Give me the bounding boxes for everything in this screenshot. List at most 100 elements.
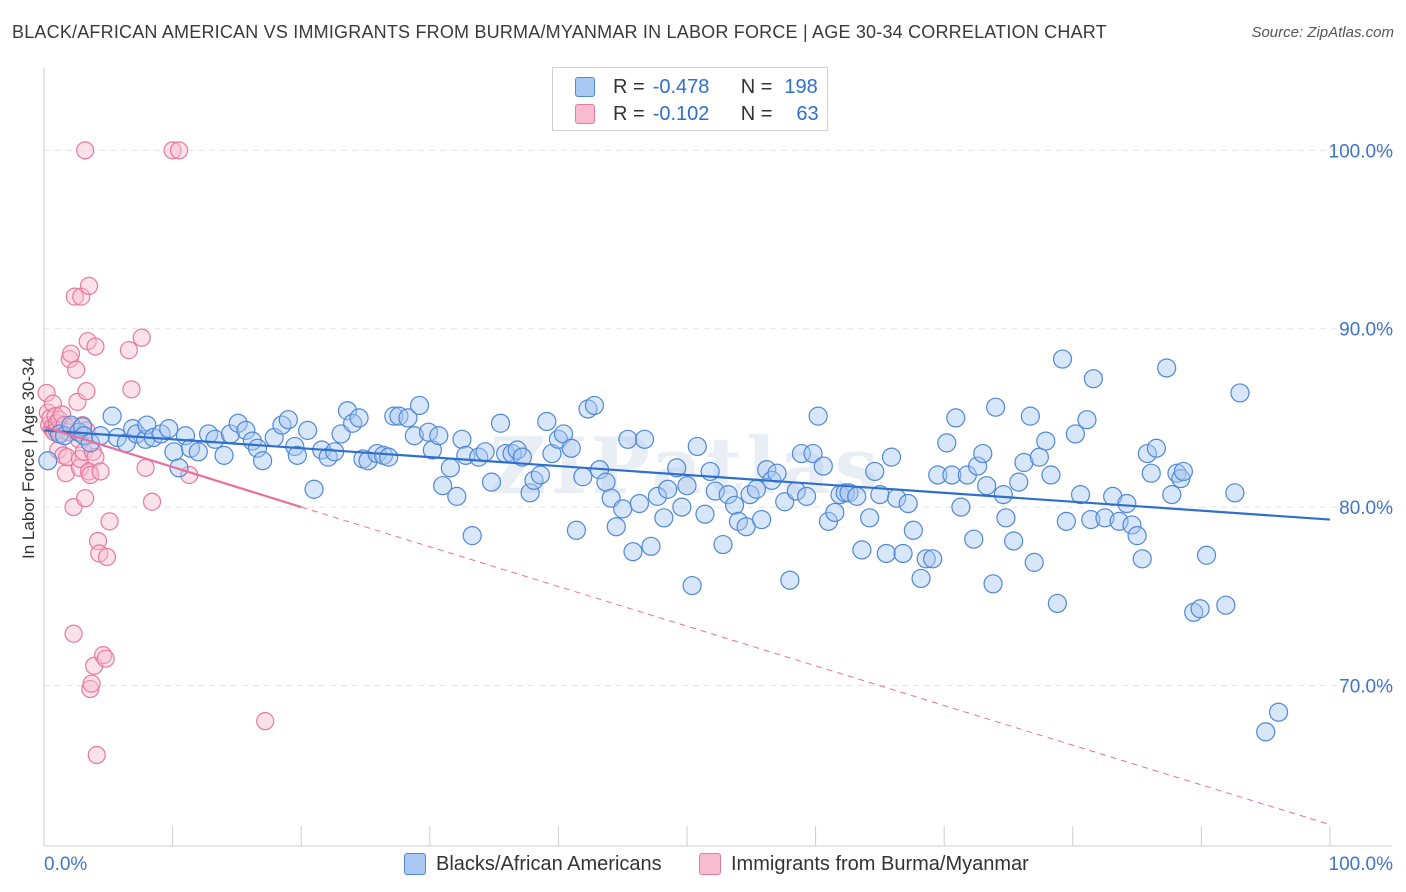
black-african-american-point xyxy=(803,443,823,464)
legend-r-label: R = xyxy=(613,102,645,125)
black-african-american-point xyxy=(613,499,633,519)
y-tick-label: 90.0% xyxy=(1339,320,1393,341)
black-african-american-point xyxy=(903,520,923,540)
black-african-american-point xyxy=(641,536,661,556)
black-african-american-point xyxy=(205,429,225,449)
black-african-american-point xyxy=(860,508,880,528)
black-african-american-point xyxy=(808,406,828,426)
black-african-american-point xyxy=(1196,545,1217,565)
tick-labels: 70.0% 80.0% 90.0% 100.0% 0.0% 100.0% xyxy=(44,141,1393,875)
black-african-american-point xyxy=(1146,438,1166,458)
black-african-american-point xyxy=(1132,549,1152,569)
black-african-american-point xyxy=(736,517,756,537)
black-african-american-point xyxy=(724,495,745,515)
black-african-american-point xyxy=(1225,483,1245,503)
burma-myanmar-point xyxy=(76,141,95,160)
series-legend-blacks: Blacks/African Americans xyxy=(404,851,662,877)
series-legend-label: Immigrants from Burma/Myanmar xyxy=(731,852,1029,875)
burma-myanmar-point xyxy=(87,745,106,765)
black-african-american-point xyxy=(993,485,1013,505)
black-african-american-point xyxy=(1137,443,1157,464)
legend-row-burma: R = -0.102 N = 63 xyxy=(575,101,819,127)
black-african-american-point xyxy=(658,479,678,499)
burma-trend-extension xyxy=(301,506,1331,826)
legend-r-value: -0.102 xyxy=(652,102,710,125)
black-african-american-point xyxy=(304,479,324,499)
burma-myanmar-point xyxy=(163,141,182,160)
burma-myanmar-point xyxy=(119,341,138,360)
black-african-american-point xyxy=(1065,424,1085,444)
black-african-american-point xyxy=(1041,465,1061,485)
black-african-american-points xyxy=(38,349,1289,742)
black-african-american-point xyxy=(475,442,495,462)
black-african-american-point xyxy=(964,529,984,549)
legend-r-label: R = xyxy=(613,75,645,98)
black-african-american-point xyxy=(813,456,833,476)
black-african-american-point xyxy=(647,486,668,506)
burma-myanmar-point xyxy=(65,287,84,306)
black-african-american-point xyxy=(942,465,962,485)
legend-n-label: N = xyxy=(740,75,773,98)
black-african-american-point xyxy=(107,427,127,448)
black-african-american-point xyxy=(236,420,256,440)
black-african-american-point xyxy=(490,413,511,433)
burma-myanmar-point xyxy=(37,383,56,403)
black-african-american-point xyxy=(677,476,697,496)
burma-myanmar-point xyxy=(56,464,75,483)
black-african-american-point xyxy=(272,415,292,435)
burma-myanmar-point xyxy=(122,380,141,399)
burma-myanmar-point xyxy=(256,712,275,731)
black-african-american-point xyxy=(188,442,208,462)
black-african-american-point xyxy=(796,486,817,506)
black-african-american-point xyxy=(398,408,418,428)
black-african-american-point xyxy=(718,485,738,505)
black-african-american-point xyxy=(379,447,399,467)
black-african-american-point xyxy=(1141,463,1161,483)
black-african-american-point xyxy=(1052,349,1073,369)
burma-myanmar-point xyxy=(86,337,105,356)
black-african-american-point xyxy=(1127,526,1147,546)
black-african-american-point xyxy=(667,458,687,478)
black-african-american-point xyxy=(561,438,581,458)
black-african-american-point xyxy=(946,408,966,428)
legend-swatch-pink xyxy=(575,104,595,124)
burma-myanmar-point xyxy=(142,492,162,511)
black-african-american-point xyxy=(898,493,918,514)
black-african-american-point xyxy=(911,568,931,589)
black-african-american-point xyxy=(916,549,936,569)
y-tick-label: 80.0% xyxy=(1339,498,1393,519)
black-african-american-point xyxy=(1190,599,1210,619)
black-african-american-point xyxy=(524,470,544,490)
legend-r-value: -0.478 xyxy=(652,75,710,98)
black-african-american-point xyxy=(1162,485,1182,505)
black-african-american-point xyxy=(520,483,540,503)
burma-myanmar-point xyxy=(100,512,119,531)
black-african-american-point xyxy=(623,542,643,562)
black-african-american-point xyxy=(199,424,219,444)
y-tick-label: 70.0% xyxy=(1339,676,1393,697)
burma-myanmar-point xyxy=(169,141,189,160)
black-african-american-point xyxy=(865,461,885,482)
black-african-american-point xyxy=(973,443,993,464)
correlation-legend: R = -0.478 N = 198 R = -0.102 N = 63 xyxy=(552,67,828,131)
black-african-american-point xyxy=(38,451,58,471)
legend-swatch-blue xyxy=(575,77,595,97)
black-african-american-point xyxy=(713,534,733,555)
black-african-american-point xyxy=(1029,447,1049,467)
black-african-american-point xyxy=(1077,410,1097,430)
black-african-american-point xyxy=(462,526,482,546)
black-african-american-point xyxy=(1157,358,1177,378)
black-african-american-point xyxy=(757,460,777,480)
burma-myanmar-point xyxy=(67,360,86,379)
black-african-american-point xyxy=(418,422,439,442)
black-african-american-point xyxy=(1009,472,1029,492)
black-african-american-point xyxy=(318,447,338,467)
black-african-american-point xyxy=(137,415,157,435)
burma-myanmar-point xyxy=(76,489,95,508)
black-african-american-point xyxy=(1117,493,1137,514)
black-african-american-point xyxy=(1004,531,1024,551)
burma-myanmar-point xyxy=(81,465,100,485)
black-african-american-point xyxy=(512,447,532,467)
chart-title: BLACK/AFRICAN AMERICAN VS IMMIGRANTS FRO… xyxy=(12,22,1107,42)
